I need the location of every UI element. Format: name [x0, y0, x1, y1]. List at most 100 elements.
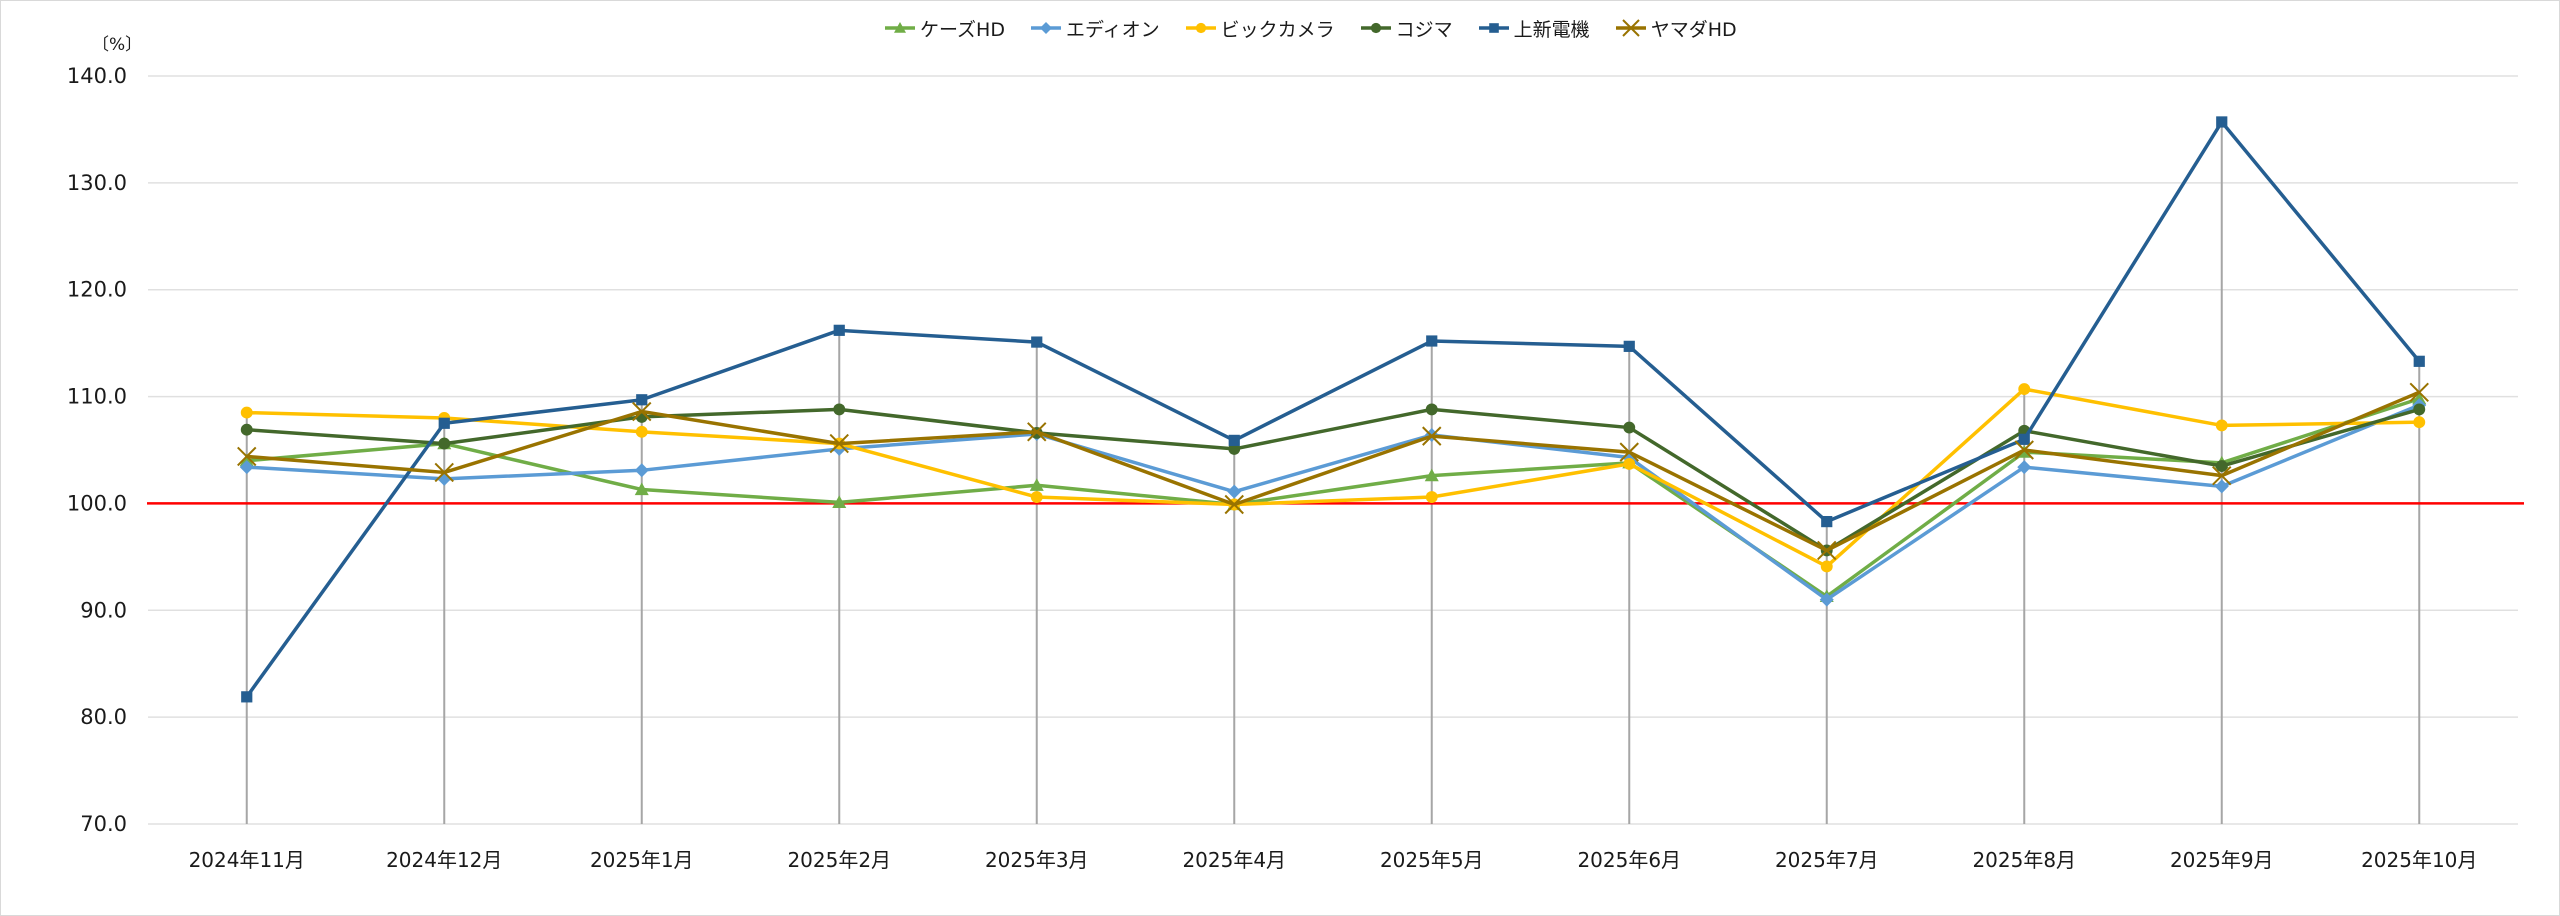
legend-label: コジマ	[1395, 18, 1453, 41]
triangle-marker	[894, 22, 906, 33]
x-category-label: 2025年10月	[2361, 848, 2477, 872]
square-marker	[1228, 434, 1240, 446]
circle-marker	[833, 403, 846, 416]
diamond-marker	[1039, 22, 1052, 34]
circle-marker	[1820, 560, 1833, 573]
square-marker	[2413, 355, 2425, 367]
circle-marker	[2413, 416, 2426, 429]
diamond-marker	[239, 460, 254, 475]
legend-marker-icon	[1615, 19, 1646, 37]
triangle-marker	[832, 495, 847, 508]
y-tick-label: 90.0	[80, 598, 127, 622]
data-series	[237, 116, 2429, 703]
x-marker	[1027, 422, 1047, 442]
series-line	[246, 390, 2420, 553]
x-category-label: 2025年6月	[1577, 848, 1681, 872]
legend-marker-icon	[885, 22, 915, 33]
square-marker	[1426, 335, 1438, 347]
triangle-marker	[239, 453, 254, 467]
y-axis-tick-labels: 70.0 80.0 90.0 100.0 110.0 120.0 130.0 140.0	[67, 64, 127, 836]
circle-marker	[2215, 460, 2228, 472]
series-4	[241, 116, 2425, 703]
circle-marker	[1425, 491, 1438, 503]
square-marker	[636, 394, 648, 406]
series-line	[245, 120, 2421, 698]
circle-marker	[240, 406, 253, 419]
square-marker	[1623, 340, 1635, 352]
square-marker	[1031, 336, 1043, 348]
series-line	[246, 387, 2420, 569]
triangle-marker	[2412, 391, 2427, 405]
x-marker	[1224, 494, 1244, 515]
x-marker	[1422, 426, 1442, 446]
legend-marker-icon	[1360, 22, 1391, 34]
y-tick-label: 140.0	[67, 64, 127, 88]
x-category-label: 2024年12月	[386, 848, 502, 872]
triangle-marker	[634, 482, 649, 496]
square-marker	[2216, 116, 2228, 128]
series-5	[237, 382, 2429, 561]
legend-marker-icon	[1185, 22, 1216, 34]
x-category-label: 2025年1月	[590, 848, 694, 872]
circle-marker	[1370, 22, 1381, 34]
triangle-marker	[1424, 468, 1439, 482]
series-line	[246, 403, 2420, 602]
series-3	[240, 403, 2426, 557]
circle-marker	[2413, 403, 2426, 416]
x-category-label: 2025年9月	[2170, 848, 2274, 872]
circle-marker	[1195, 22, 1206, 34]
legend-item-4: 上新電機	[1477, 15, 1590, 42]
square-marker	[2018, 433, 2030, 445]
x-marker	[632, 401, 652, 422]
y-tick-label: 100.0	[67, 491, 127, 515]
circle-marker	[438, 437, 451, 450]
legend-marker-icon	[1478, 23, 1509, 33]
circle-marker	[1623, 421, 1636, 434]
y-axis-unit-label: 〔%〕	[92, 35, 143, 55]
series-0	[239, 391, 2427, 602]
circle-marker	[1425, 403, 1438, 416]
y-tick-label: 80.0	[80, 705, 127, 729]
square-marker	[241, 691, 253, 703]
series-line	[246, 407, 2420, 553]
y-tick-label: 120.0	[67, 278, 127, 302]
diamond-marker	[634, 463, 649, 478]
x-axis-category-labels: 2024年11月 2024年12月 2025年1月 2025年2月 2025年3月 202…	[189, 848, 2478, 872]
series-2	[240, 383, 2426, 573]
square-marker	[833, 324, 845, 336]
x-marker	[829, 433, 849, 454]
chart-legend: ケーズHD エディオン ビックカメラ コジマ 上新電機 ヤマダHD	[883, 14, 1737, 42]
legend-item-5: ヤマダHD	[1614, 15, 1737, 42]
x-marker	[2212, 465, 2232, 486]
legend-label: エディオン	[1065, 18, 1160, 41]
x-category-label: 2025年7月	[1775, 848, 1879, 872]
circle-marker	[635, 425, 648, 438]
x-marker	[2409, 382, 2429, 403]
x-category-label: 2025年2月	[787, 848, 891, 872]
diamond-marker	[1227, 484, 1242, 499]
triangle-marker	[1029, 478, 1044, 491]
diamond-marker	[1819, 592, 1834, 607]
legend-label: ヤマダHD	[1650, 18, 1737, 41]
x-marker	[1619, 442, 1639, 462]
x-marker	[2014, 440, 2034, 460]
square-marker	[1821, 515, 1833, 528]
x-category-label: 2025年4月	[1182, 848, 1286, 872]
y-tick-label: 70.0	[80, 812, 127, 836]
diamond-marker	[2214, 479, 2229, 494]
x-marker	[237, 446, 257, 467]
circle-marker	[1623, 457, 1636, 470]
circle-marker	[1030, 491, 1043, 503]
x-category-label: 2025年8月	[1972, 848, 2076, 872]
square-marker	[438, 417, 450, 429]
circle-marker	[2018, 383, 2031, 396]
y-tick-label: 110.0	[67, 385, 127, 409]
x-marker	[1621, 19, 1640, 37]
legend-item-3: コジマ	[1359, 15, 1453, 42]
diamond-marker	[2017, 460, 2032, 475]
gridlines	[148, 75, 2518, 825]
legend-label: 上新電機	[1513, 18, 1590, 41]
x-category-label: 2025年3月	[985, 848, 1089, 872]
y-tick-label: 130.0	[67, 171, 127, 195]
